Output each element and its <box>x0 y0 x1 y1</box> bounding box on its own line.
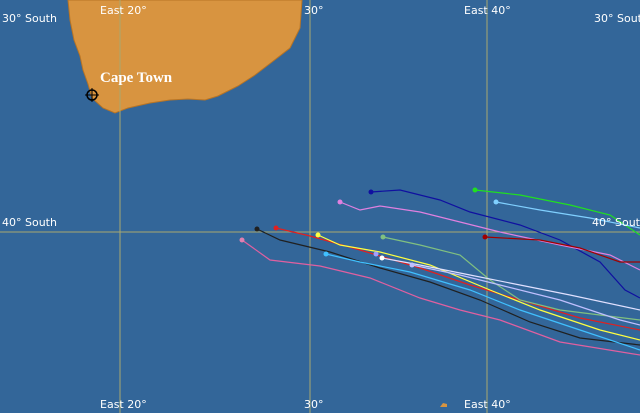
lon-label: East 40° <box>464 4 511 17</box>
lon-label: 30° <box>304 4 324 17</box>
track-start <box>373 251 379 257</box>
track <box>256 228 640 346</box>
track-starts <box>239 187 499 268</box>
track-start <box>379 255 385 261</box>
lat-label: 30° South <box>594 12 640 25</box>
track-start <box>254 226 260 232</box>
lat-label: 40° South <box>592 216 640 229</box>
lon-label: 30° <box>304 398 324 411</box>
track-start <box>380 234 386 240</box>
lon-label: East 40° <box>464 398 511 411</box>
lat-label: 40° South <box>2 216 57 229</box>
track <box>317 234 640 341</box>
track-start <box>323 251 329 257</box>
lon-label: East 20° <box>100 398 147 411</box>
island <box>440 403 447 407</box>
track <box>275 227 640 331</box>
track-start <box>239 237 245 243</box>
track <box>411 264 640 326</box>
city-label: Cape Town <box>100 70 173 86</box>
track <box>325 253 640 351</box>
track-start <box>315 232 321 238</box>
track <box>484 236 640 263</box>
track-start <box>482 234 488 240</box>
lon-label: East 20° <box>100 4 147 17</box>
land <box>67 0 303 114</box>
track-start <box>493 199 499 205</box>
track-start <box>337 199 343 205</box>
track <box>241 239 640 356</box>
track <box>339 201 640 271</box>
storm-tracks <box>239 187 640 356</box>
lat-label: 30° South <box>2 12 57 25</box>
track-start <box>472 187 478 193</box>
track-start <box>409 262 415 268</box>
track <box>495 201 640 229</box>
track <box>382 236 640 321</box>
track <box>474 189 640 236</box>
track-start <box>273 225 279 231</box>
track <box>370 189 640 299</box>
cape-town-marker <box>85 88 99 102</box>
track-start <box>368 189 374 195</box>
